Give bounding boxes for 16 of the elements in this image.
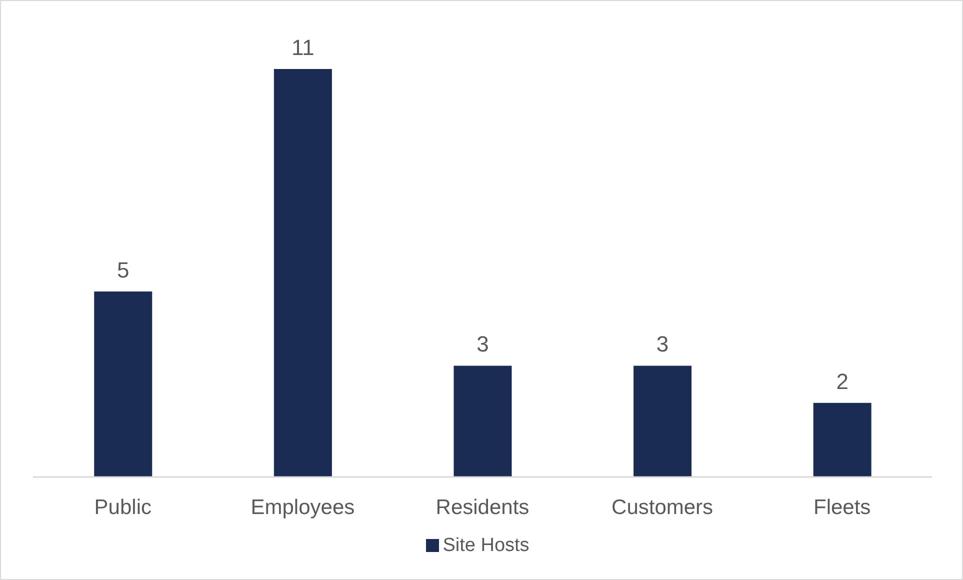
- bar: [274, 69, 332, 477]
- x-tick-label: Fleets: [814, 496, 871, 519]
- data-label: 3: [476, 332, 489, 357]
- data-label: 2: [836, 368, 848, 394]
- bar: [634, 366, 692, 477]
- data-label: 5: [117, 258, 130, 283]
- x-tick-label: Employees: [250, 496, 355, 519]
- x-tick-label: Residents: [436, 496, 530, 519]
- data-label: 11: [292, 35, 314, 60]
- legend-label: Site Hosts: [442, 535, 530, 556]
- bar: [94, 292, 152, 477]
- data-label: 3: [656, 332, 669, 357]
- bar: [813, 402, 872, 477]
- bar: [454, 366, 512, 477]
- x-tick-label: Public: [94, 496, 152, 519]
- x-tick-label: Customers: [612, 496, 714, 519]
